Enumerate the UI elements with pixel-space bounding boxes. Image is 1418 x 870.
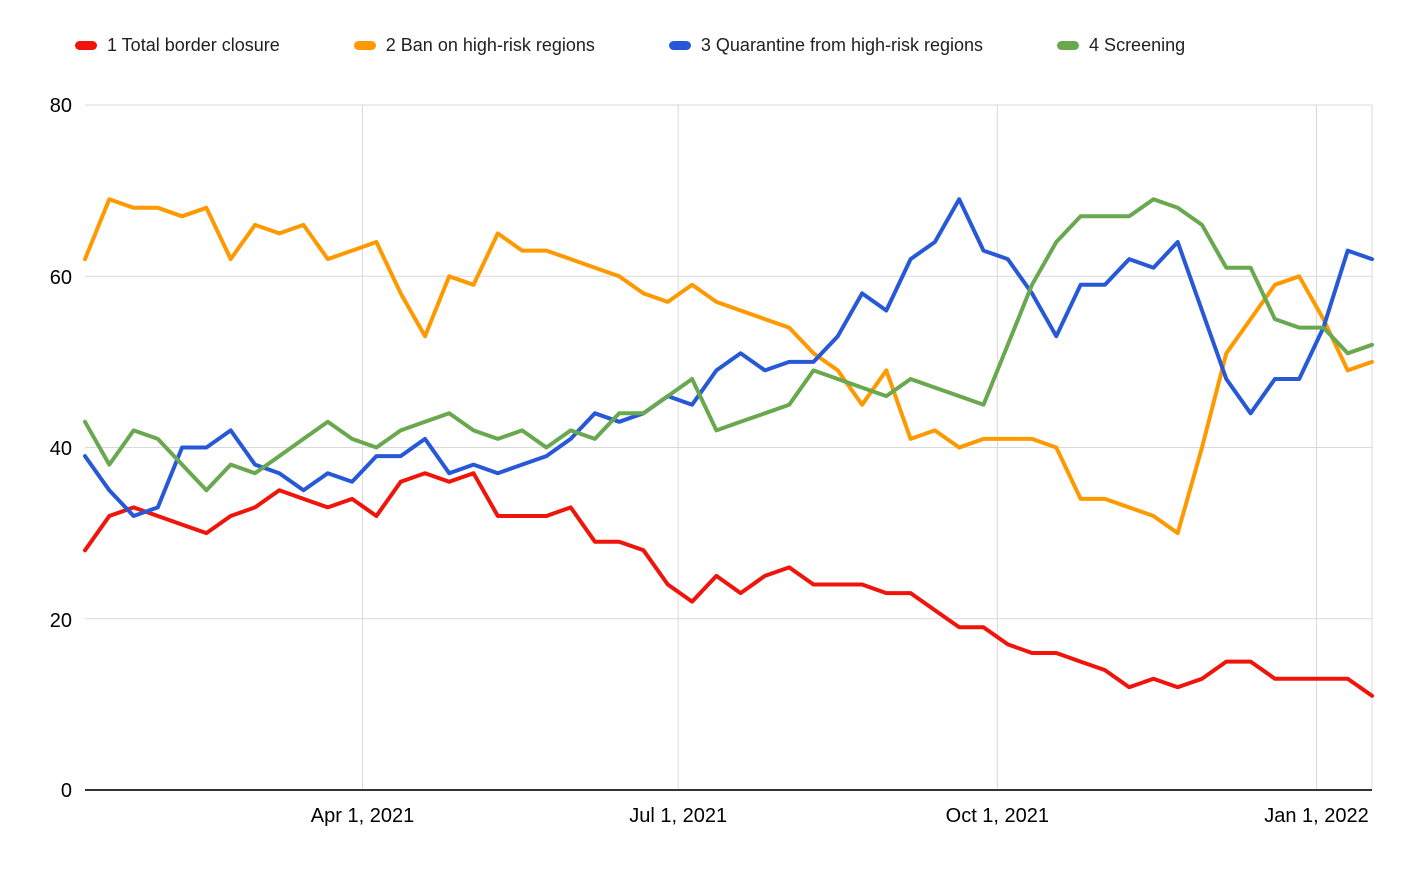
y-tick-label-40: 40 [50, 438, 72, 460]
legend-swatch-red [75, 41, 97, 50]
legend: 1 Total border closure 2 Ban on high-ris… [75, 35, 1185, 56]
legend-label: 1 Total border closure [107, 35, 280, 55]
y-axis-labels: 80 60 40 20 0 [50, 95, 72, 802]
x-tick-label-oct: Oct 1, 2021 [946, 805, 1049, 827]
legend-item-quarantine-high-risk: 3 Quarantine from high-risk regions [668, 35, 984, 56]
series-lines [83, 197, 1374, 698]
x-tick-label-jul: Jul 1, 2021 [629, 805, 727, 827]
legend-label: 2 Ban on high-risk regions [385, 35, 595, 55]
series-line-4 [83, 197, 1374, 493]
legend-item-screening: 4 Screening [1057, 35, 1185, 56]
y-tick-label-80: 80 [50, 95, 72, 117]
legend-swatch-orange [353, 41, 376, 50]
x-axis-labels: Apr 1, 2021 Jul 1, 2021 Oct 1, 2021 Jan … [311, 805, 1369, 827]
x-tick-label-jan: Jan 1, 2022 [1264, 805, 1369, 827]
series-line-3 [83, 197, 1374, 518]
y-tick-label-60: 60 [50, 267, 72, 289]
legend-swatch-blue [668, 41, 691, 50]
legend-label: 4 Screening [1089, 35, 1186, 55]
legend-item-total-border-closure: 1 Total border closure [75, 35, 280, 56]
legend-item-ban-high-risk: 2 Ban on high-risk regions [353, 35, 595, 56]
series-line-1 [83, 471, 1374, 698]
gridlines [85, 104, 1373, 791]
series-line-2 [83, 197, 1374, 536]
legend-swatch-green [1057, 41, 1080, 50]
y-tick-label-0: 0 [61, 780, 72, 802]
x-tick-label-apr: Apr 1, 2021 [311, 805, 414, 827]
y-tick-label-20: 20 [50, 610, 72, 632]
legend-label: 3 Quarantine from high-risk regions [700, 35, 984, 55]
